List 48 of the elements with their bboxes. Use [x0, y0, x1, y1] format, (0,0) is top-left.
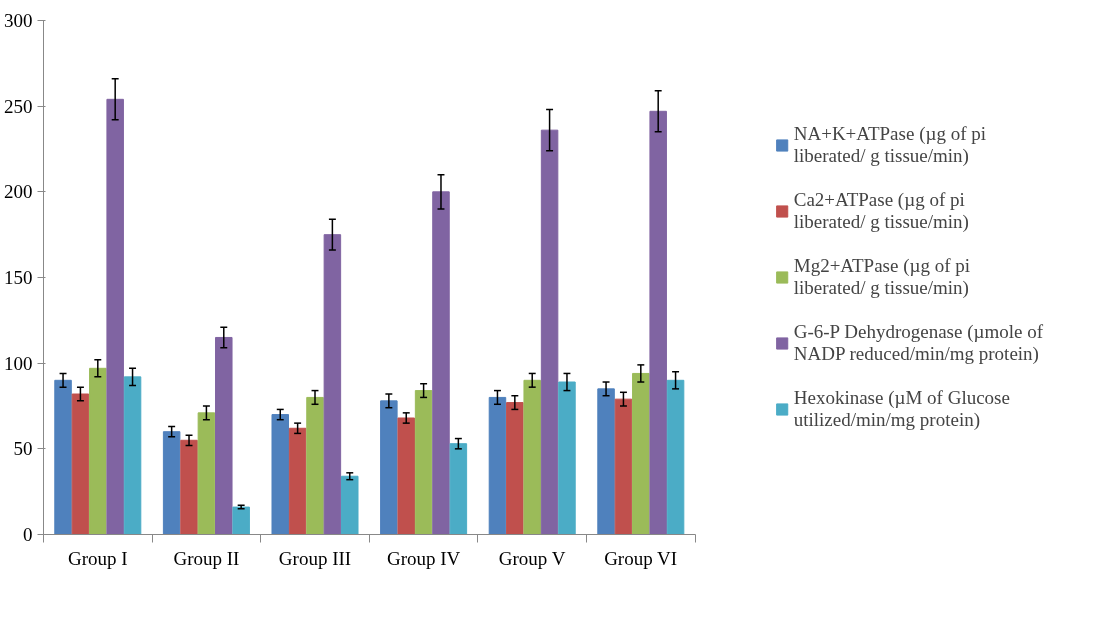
- x-tick-label: Group III: [278, 547, 352, 569]
- y-tick-label: 200: [4, 181, 33, 203]
- bar: [197, 412, 216, 535]
- bar: [288, 427, 307, 535]
- bar: [232, 506, 250, 535]
- bar: [614, 398, 633, 535]
- bar: [540, 129, 559, 535]
- bar: [162, 431, 181, 535]
- bar: [341, 475, 359, 535]
- bar: [666, 379, 685, 535]
- x-tick-label: Group VI: [604, 547, 678, 569]
- legend-label: G-6-P Dehydrogenase (µmole of NADP reduced/min/mg protein): [793, 321, 1043, 365]
- y-tick-label: 250: [4, 95, 33, 117]
- legend-label: Ca2+ATPase (µg of pi liberated/ g tissue/min): [793, 189, 969, 233]
- bar: [323, 234, 342, 535]
- bar: [523, 379, 541, 535]
- bar: [449, 443, 468, 535]
- x-tick-label: Group II: [173, 547, 240, 569]
- bar: [649, 110, 667, 535]
- bar: [432, 191, 450, 535]
- bar: [123, 376, 142, 535]
- bar: [54, 379, 72, 535]
- legend-label: NA+K+ATPase (µg of pi liberated/ g tissue/min): [793, 123, 987, 167]
- bar: [180, 439, 198, 535]
- x-tick-label: Group V: [498, 547, 566, 569]
- bar: [106, 98, 124, 535]
- legend-label: Mg2+ATPase (µg of pi liberated/ g tissue/min): [793, 255, 971, 299]
- bar: [380, 400, 398, 535]
- legend-label: Hexokinase (µM of Glucose utilized/min/mg protein): [793, 387, 1010, 431]
- bar: [271, 414, 290, 535]
- bar: [306, 396, 324, 535]
- bar: [71, 393, 90, 535]
- y-tick-label: 150: [4, 267, 33, 288]
- bar: [558, 381, 576, 535]
- x-tick-label: Group I: [67, 547, 128, 569]
- bar: [397, 417, 415, 535]
- y-tick-label: 50: [13, 438, 33, 460]
- bar: [414, 390, 433, 535]
- bar: [632, 372, 650, 535]
- bar: [506, 402, 524, 535]
- bar: [488, 396, 507, 535]
- y-tick-label: 100: [4, 352, 33, 374]
- bar: [597, 388, 615, 535]
- y-tick-label: 300: [4, 10, 33, 31]
- bar: [215, 336, 233, 535]
- bar: [89, 367, 107, 535]
- y-tick-label: 0: [23, 524, 33, 545]
- x-tick-label: Group IV: [386, 547, 461, 569]
